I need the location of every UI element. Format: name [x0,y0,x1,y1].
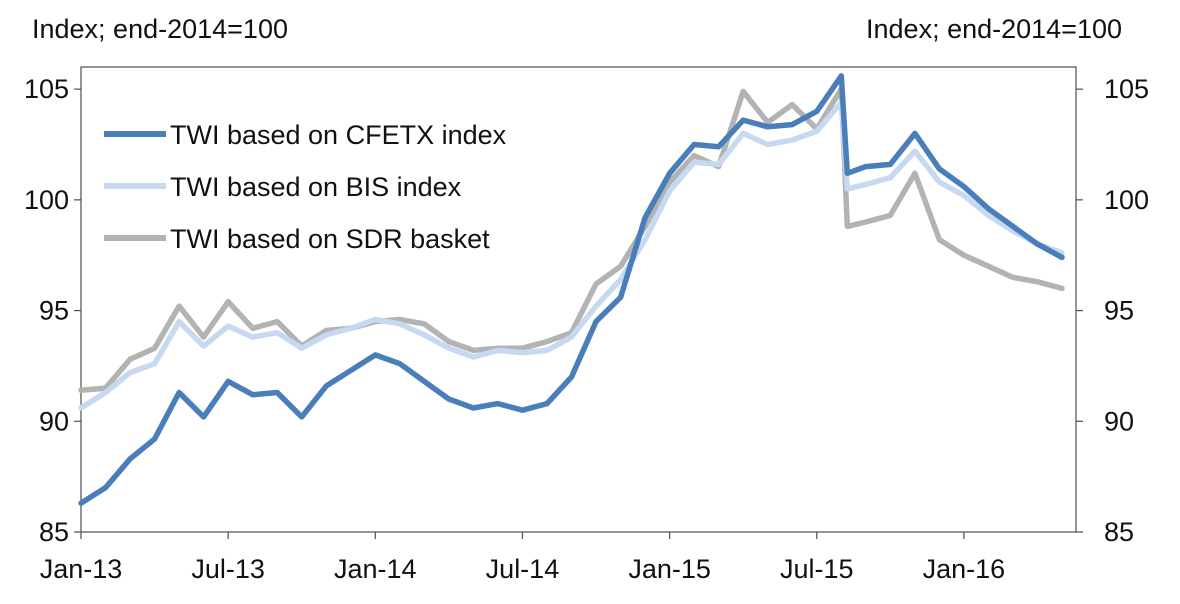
series-line-2 [78,99,1065,411]
x-tick-label: Jan-13 [40,554,123,584]
series-line-3 [78,86,1065,394]
y-tick-label-right: 85 [1104,517,1134,547]
x-tick-label: Jan-14 [334,554,417,584]
x-tick-label: Jul-15 [780,554,854,584]
y-tick-label-left: 95 [39,296,69,326]
series-line-1 [78,73,1065,506]
y-tick-label-right: 105 [1104,74,1149,104]
x-tick-label: Jul-13 [191,554,265,584]
y-tick-label-right: 95 [1104,296,1134,326]
y-tick-label-right: 90 [1104,406,1134,436]
plot-area-frame [80,66,1077,533]
right-axis-unit-label: Index; end-2014=100 [866,14,1122,44]
y-tick-label-left: 105 [24,74,69,104]
x-tick-label: Jan-15 [628,554,711,584]
y-tick-label-left: 90 [39,406,69,436]
legend-label-1: TWI based on CFETX index [170,120,507,150]
y-tick-label-right: 100 [1104,185,1149,215]
y-tick-label-left: 85 [39,517,69,547]
y-tick-label-left: 100 [24,185,69,215]
left-axis-unit-label: Index; end-2014=100 [32,14,288,44]
x-tick-label: Jul-14 [486,554,560,584]
x-tick-label: Jan-16 [923,554,1006,584]
legend-label-2: TWI based on BIS index [170,172,462,202]
legend-label-3: TWI based on SDR basket [170,224,490,254]
